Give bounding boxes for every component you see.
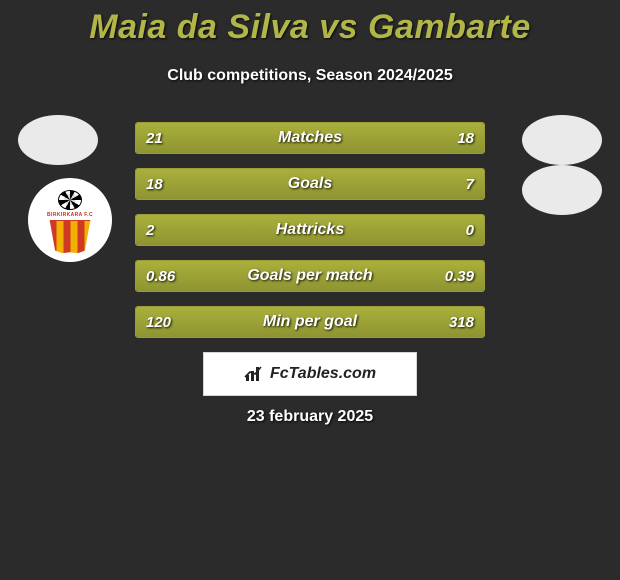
stat-bar-left-fill xyxy=(136,307,230,337)
stats-bars: 2118Matches 187Goals 20Hattricks 0.860.39Go… xyxy=(135,122,485,352)
stat-row: 187Goals xyxy=(135,168,485,200)
player-right-club-badge-placeholder xyxy=(522,165,602,215)
stat-bar-right-fill xyxy=(324,123,484,153)
stat-row: 20Hattricks xyxy=(135,214,485,246)
stat-bar-left-fill xyxy=(136,123,324,153)
comparison-subtitle: Club competitions, Season 2024/2025 xyxy=(0,67,620,85)
site-logo: FcTables.com xyxy=(203,352,417,396)
stat-bar-right-fill xyxy=(230,307,484,337)
player-left-avatar-placeholder xyxy=(18,115,98,165)
stat-bar-left-fill xyxy=(136,215,484,245)
stat-bar-right-fill xyxy=(376,261,484,291)
comparison-title: Maia da Silva vs Gambarte xyxy=(0,0,620,47)
site-logo-text: FcTables.com xyxy=(270,365,376,383)
stat-row: 120318Min per goal xyxy=(135,306,485,338)
chart-icon xyxy=(244,365,264,383)
stat-row: 0.860.39Goals per match xyxy=(135,260,485,292)
stat-bar-left-fill xyxy=(136,169,387,199)
stat-bar-left-fill xyxy=(136,261,376,291)
stat-row: 2118Matches xyxy=(135,122,485,154)
player-left-club-badge: BIRKIRKARA F.C xyxy=(28,178,112,262)
player-right-avatar-placeholder xyxy=(522,115,602,165)
comparison-date: 23 february 2025 xyxy=(0,408,620,426)
stat-bar-right-fill xyxy=(387,169,484,199)
